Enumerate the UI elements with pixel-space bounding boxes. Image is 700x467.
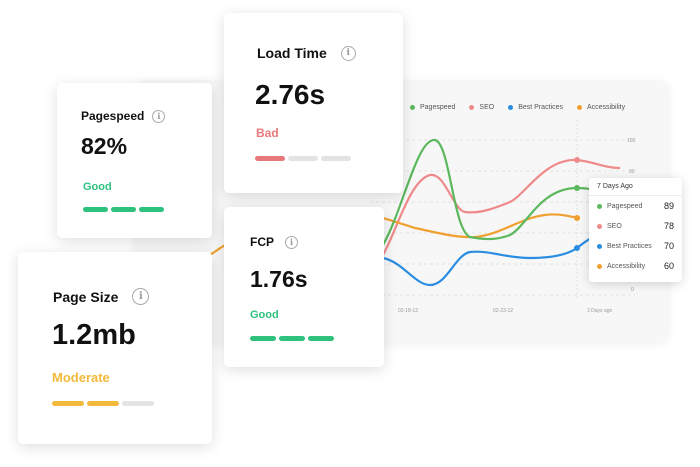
tooltip-label: Best Practices: [607, 242, 652, 250]
chart-legend: Pagespeed SEO Best Practices Accessibili…: [410, 104, 625, 111]
chart-tooltip: 7 Days Ago Pagespeed 89 SEO 78 Best Prac…: [589, 178, 682, 282]
status-bars: [83, 207, 164, 212]
tooltip-label: Pagespeed: [607, 202, 643, 210]
y-tick: 0: [631, 287, 634, 293]
legend-item-accessibility[interactable]: Accessibility: [576, 104, 626, 111]
status-bar: [308, 336, 334, 341]
card-label-text: Page Size: [53, 288, 119, 305]
status-bar: [83, 207, 108, 212]
legend-item-pagespeed[interactable]: Pagespeed: [410, 104, 455, 111]
tooltip-row-accessibility: Accessibility 60: [597, 261, 674, 271]
legend-label: Best Practices: [518, 104, 563, 111]
card-status: Good: [250, 309, 279, 321]
legend-label: SEO: [479, 104, 495, 111]
legend-item-best-practices[interactable]: Best Practices: [508, 104, 563, 111]
card-status: Good: [83, 181, 112, 193]
info-icon[interactable]: i: [132, 288, 150, 305]
card-pagespeed: Pagespeed i 82% Good: [57, 83, 212, 238]
card-status: Bad: [256, 126, 279, 140]
x-axis-labels: 02-18-12 02-23-12 3 Days ago: [398, 308, 613, 314]
status-bars: [250, 336, 334, 341]
status-bar: [122, 401, 154, 406]
card-value: 82%: [81, 133, 128, 159]
tooltip-label: Accessibility: [607, 262, 646, 270]
legend-dot: [410, 105, 415, 110]
status-bar: [255, 156, 285, 161]
card-label-text: Pagespeed: [81, 109, 145, 123]
status-bars: [52, 401, 154, 406]
tooltip-value: 78: [663, 221, 674, 231]
card-label: Pagespeed i: [81, 109, 166, 123]
y-axis-labels: 100 90 0: [627, 138, 636, 293]
tooltip-label: SEO: [607, 222, 622, 230]
hover-point: [574, 185, 580, 191]
card-value: 2.76s: [255, 79, 326, 110]
card-load-time: Load Time i 2.76s Bad: [224, 13, 403, 193]
tooltip-value: 60: [663, 261, 674, 271]
tooltip-divider: [589, 195, 682, 196]
tooltip-row-best-practices: Best Practices 70: [597, 241, 674, 251]
tooltip-title: 7 Days Ago: [597, 183, 633, 190]
tooltip-dot: [597, 263, 602, 269]
card-value: 1.2mb: [52, 319, 136, 351]
y-tick: 100: [627, 138, 636, 144]
status-bar: [87, 401, 119, 406]
hover-point: [574, 215, 580, 221]
tooltip-dot: [597, 243, 602, 249]
x-tick: 02-18-12: [398, 308, 418, 314]
card-label: FCP i: [250, 235, 298, 249]
x-tick: 02-23-12: [493, 308, 513, 314]
tooltip-row-pagespeed: Pagespeed 89: [597, 201, 674, 211]
legend-label: Accessibility: [586, 104, 626, 111]
status-bar: [321, 156, 351, 161]
tooltip-value: 89: [663, 201, 674, 211]
series-line-seo: [382, 158, 621, 256]
info-icon[interactable]: i: [285, 235, 298, 249]
status-bar: [288, 156, 318, 161]
card-value: 1.76s: [250, 266, 308, 292]
status-bar: [52, 401, 84, 406]
card-fcp: FCP i 1.76s Good: [224, 207, 384, 367]
tooltip-dot: [597, 203, 602, 209]
tooltip-row-seo: SEO 78: [597, 221, 674, 231]
legend-dot: [469, 105, 475, 110]
card-label: Page Size i: [53, 288, 150, 305]
info-icon[interactable]: i: [152, 109, 166, 123]
status-bar: [139, 207, 164, 212]
series-line-best-practices: [382, 229, 606, 287]
legend-dot: [508, 105, 514, 110]
legend-label: Pagespeed: [420, 104, 456, 111]
y-tick: 90: [629, 169, 635, 175]
card-label-text: FCP: [250, 235, 274, 249]
tooltip-dot: [597, 223, 602, 229]
x-tick: 3 Days ago: [587, 308, 613, 314]
status-bar: [250, 336, 276, 341]
hover-point: [574, 245, 580, 251]
legend-dot: [576, 105, 582, 110]
legend-item-seo[interactable]: SEO: [469, 104, 494, 111]
info-icon[interactable]: i: [340, 45, 356, 61]
tooltip-value: 70: [663, 241, 674, 251]
status-bars: [255, 156, 351, 161]
card-label-text: Load Time: [257, 45, 327, 61]
card-status: Moderate: [52, 370, 110, 385]
card-label: Load Time i: [257, 45, 356, 61]
card-page-size: Page Size i 1.2mb Moderate: [18, 252, 212, 444]
status-bar: [111, 207, 136, 212]
hover-point: [574, 157, 580, 163]
status-bar: [279, 336, 305, 341]
grid-lines: [370, 120, 635, 300]
